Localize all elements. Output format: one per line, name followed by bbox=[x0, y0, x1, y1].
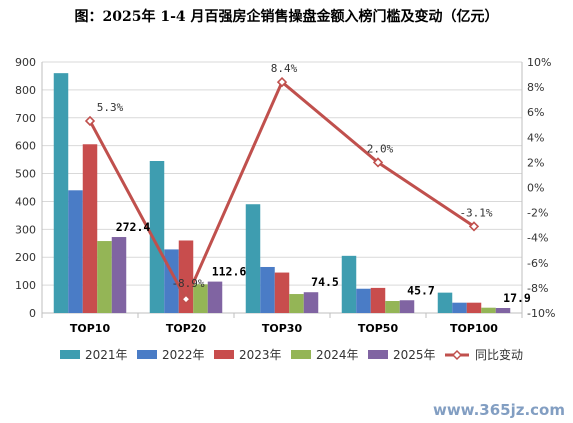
yoy-point bbox=[468, 221, 480, 232]
bar-data-label: 74.5 bbox=[311, 275, 339, 289]
y-left-tick-label: 0 bbox=[29, 307, 36, 320]
y-left-tick-label: 800 bbox=[15, 84, 36, 97]
yoy-point bbox=[372, 157, 384, 168]
bar-data-label: 272.4 bbox=[116, 220, 151, 234]
bar-data-label: 112.6 bbox=[212, 265, 247, 279]
x-category-label: TOP100 bbox=[450, 322, 498, 335]
yoy-line bbox=[84, 76, 480, 305]
bar-2021年-TOP10 bbox=[53, 73, 69, 314]
bar-2023年-TOP10 bbox=[82, 144, 98, 313]
bar-2025年-TOP100 bbox=[495, 308, 511, 313]
bar-2025年-TOP30 bbox=[303, 292, 319, 313]
y-left-tick-label: 700 bbox=[15, 112, 36, 125]
bar-2024年-TOP30 bbox=[289, 294, 304, 313]
bar-2023年-TOP30 bbox=[274, 272, 290, 313]
y-right-tick-label: -8% bbox=[527, 282, 548, 295]
y-left-tick-label: 100 bbox=[15, 279, 36, 292]
bar-2024年-TOP100 bbox=[481, 307, 496, 313]
y-right-tick-label: 6% bbox=[527, 106, 544, 119]
y-left-tick-label: 600 bbox=[15, 140, 36, 153]
bar-data-label: 45.7 bbox=[407, 283, 435, 297]
y-left-tick-label: 900 bbox=[15, 56, 36, 69]
bar-2022年-TOP50 bbox=[356, 288, 371, 313]
legend-swatch bbox=[214, 350, 234, 359]
data-labels: 272.4 112.6 74.5 45.7 17.9 5.3% -8.9% 8.4% 2.0% -… bbox=[97, 62, 531, 305]
legend-swatch bbox=[291, 350, 311, 359]
x-category-label: TOP30 bbox=[262, 322, 303, 335]
y-right-tick-label: 2% bbox=[527, 156, 544, 169]
legend-swatch bbox=[137, 350, 157, 359]
chart-title: 图：2025年 1-4 月百强房企销售操盘金额入榜门槛及变动（亿元） bbox=[74, 9, 499, 25]
y-right-tick-label: 0% bbox=[527, 182, 544, 195]
bar-2025年-TOP10 bbox=[111, 237, 127, 313]
y-left-tick-label: 400 bbox=[15, 195, 36, 208]
y-right-tick-label: -10% bbox=[527, 307, 555, 320]
bars bbox=[53, 73, 511, 314]
yoy-data-label: 5.3% bbox=[97, 101, 124, 114]
legend-label: 2021年 bbox=[85, 348, 128, 362]
legend-label: 2025年 bbox=[393, 348, 436, 362]
yoy-data-label: 8.4% bbox=[271, 62, 298, 75]
legend-label: 2023年 bbox=[239, 348, 282, 362]
bar-2022年-TOP10 bbox=[68, 190, 83, 313]
watermark: www.365jz.com bbox=[432, 401, 565, 419]
bar-2024年-TOP50 bbox=[385, 301, 400, 313]
y-right-tick-label: -4% bbox=[527, 232, 548, 245]
y-right-tick-label: 10% bbox=[527, 56, 551, 69]
y-left-tick-label: 500 bbox=[15, 168, 36, 181]
bar-data-label: 17.9 bbox=[503, 291, 531, 305]
bar-2021年-TOP100 bbox=[437, 292, 453, 313]
y-right-tick-label: -6% bbox=[527, 257, 548, 270]
legend-label: 2022年 bbox=[162, 348, 205, 362]
legend: 2021年 2022年 2023年 2024年 2025年 同比变动 bbox=[60, 347, 523, 362]
yoy-line-path bbox=[88, 79, 475, 303]
y-right-tick-label: -2% bbox=[527, 207, 548, 220]
bar-2021年-TOP20 bbox=[149, 161, 165, 313]
axes: 0 100 200 300 400 500 600 700 800 900 -10% -8% -6% -4… bbox=[15, 56, 555, 335]
yoy-data-label: -8.9% bbox=[171, 277, 204, 290]
bar-2023年-TOP100 bbox=[466, 302, 482, 313]
bar-2021年-TOP30 bbox=[245, 204, 261, 313]
y-left-tick-label: 300 bbox=[15, 223, 36, 236]
x-category-label: TOP50 bbox=[358, 322, 399, 335]
legend-swatch bbox=[60, 350, 80, 359]
bar-2022年-TOP100 bbox=[452, 302, 467, 313]
y-right-tick-label: 4% bbox=[527, 131, 544, 144]
yoy-data-label: 2.0% bbox=[367, 142, 394, 155]
yoy-point bbox=[180, 294, 192, 305]
legend-label: 同比变动 bbox=[475, 347, 523, 362]
y-left-tick-label: 200 bbox=[15, 251, 36, 264]
bar-2025年-TOP50 bbox=[399, 300, 415, 313]
legend-line-marker bbox=[451, 349, 463, 361]
legend-label: 2024年 bbox=[316, 348, 359, 362]
bar-2024年-TOP10 bbox=[97, 241, 112, 313]
x-category-label: TOP20 bbox=[166, 322, 207, 335]
bar-2025年-TOP20 bbox=[207, 281, 223, 313]
bar-2024年-TOP20 bbox=[193, 284, 208, 313]
bar-2022年-TOP30 bbox=[260, 266, 275, 313]
bar-2021年-TOP50 bbox=[341, 255, 357, 313]
legend-swatch bbox=[368, 350, 388, 359]
x-category-label: TOP10 bbox=[70, 322, 111, 335]
yoy-data-label: -3.1% bbox=[459, 206, 492, 219]
yoy-point bbox=[84, 115, 96, 127]
yoy-point bbox=[276, 76, 288, 88]
y-right-tick-label: 8% bbox=[527, 81, 544, 94]
bar-2023年-TOP50 bbox=[370, 287, 386, 313]
